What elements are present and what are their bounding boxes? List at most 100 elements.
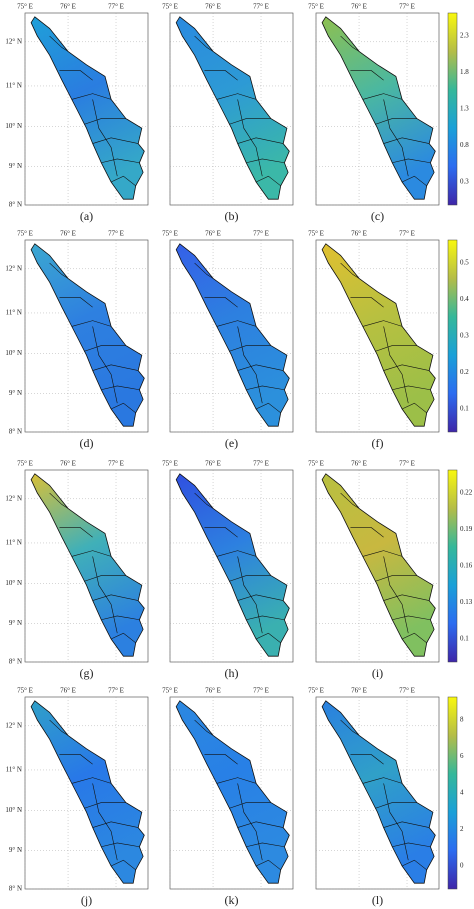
colorbar-tick-label: 0.16 [460,562,473,570]
district-boundary [362,550,403,557]
district-boundary [83,575,126,582]
district-boundary [92,99,118,177]
longitude-label: 76° E [205,3,221,11]
district-boundary [216,550,257,557]
latitude-label: 10° N [5,122,22,130]
longitude-label: 77° E [399,687,415,695]
district-boundary [340,719,360,736]
map-panel: 75° E 76° E 77° E 12° N 11° N 10° N 9° N 8° N (d… [5,230,149,450]
longitude-label: 76° E [351,460,367,468]
latitude-label: 12° N [5,37,22,45]
colorbar-tick-label: 0.1 [460,635,469,643]
district-boundary [59,70,93,81]
longitude-label: 76° E [205,687,221,695]
map-panel: 75° E 76° E 77° E 12° N 11° N 10° N 9° N 8° N (a… [5,3,149,223]
colorbar [447,12,458,206]
district-boundary [246,385,285,391]
district-boundary [92,556,118,634]
colorbar [447,239,458,433]
district-boundary [59,297,93,308]
district-boundary [216,320,257,327]
district-boundary [194,35,214,52]
map-panel: 75° E 76° E 77° E (k) [162,687,294,907]
district-boundary [49,35,69,52]
panel-label: (k) [225,893,239,907]
district-boundary [383,556,409,634]
latitude-label: 8° N [9,885,22,893]
district-boundary [350,754,384,765]
district-boundary [392,385,431,391]
district-boundary [49,719,69,736]
district-boundary [362,320,403,327]
district-boundary [401,402,427,414]
district-boundary [92,137,139,144]
colorbar-tick-label: 0.4 [460,295,469,303]
map-panel: 75° E 76° E 77° E (i) [308,460,440,680]
district-boundary [374,575,417,582]
district-boundary [383,99,409,177]
district-boundary [255,175,281,187]
map-panel: 75° E 76° E 77° E (l) [308,687,440,907]
longitude-label: 76° E [205,460,221,468]
colorbar-tick-label: 0.19 [460,525,473,533]
district-boundary [392,615,431,621]
district-boundary [71,777,112,784]
panel-label: (j) [81,893,92,907]
panel-label: (d) [80,436,94,450]
panel-label: (b) [225,209,239,223]
district-boundary [194,719,214,736]
district-boundary [92,326,118,404]
longitude-label: 75° E [17,230,33,238]
longitude-label: 76° E [60,3,76,11]
colorbar-tick-label: 0 [460,862,464,870]
latitude-label: 9° N [9,619,22,627]
district-boundary [110,859,136,871]
longitude-label: 75° E [162,3,178,11]
district-boundary [392,842,431,848]
district-boundary [101,385,140,391]
longitude-label: 75° E [308,230,324,238]
district-boundary [350,527,384,538]
map-panel: 75° E 76° E 77° E 12° N 11° N 10° N 9° N 8° N (g… [5,460,149,680]
colorbar-tick-label: 0.3 [460,332,469,340]
district-boundary [92,364,139,371]
district-boundary [228,118,271,125]
latitude-label: 11° N [6,309,22,317]
colorbar-tick-label: 1.8 [460,68,469,76]
district-boundary [49,262,69,279]
longitude-label: 76° E [351,687,367,695]
colorbar-tick-label: 6 [460,752,464,760]
latitude-label: 9° N [9,389,22,397]
longitude-label: 77° E [399,230,415,238]
longitude-label: 77° E [253,460,269,468]
district-boundary [246,615,285,621]
latitude-label: 10° N [5,579,22,587]
district-boundary [237,821,284,828]
map-panel: 75° E 76° E 77° E (h) [162,460,294,680]
district-boundary [255,402,281,414]
district-boundary [83,802,126,809]
district-boundary [401,175,427,187]
latitude-label: 12° N [5,721,22,729]
longitude-label: 75° E [17,460,33,468]
district-boundary [92,783,118,861]
longitude-label: 75° E [308,687,324,695]
longitude-label: 76° E [60,687,76,695]
longitude-label: 77° E [399,3,415,11]
panel-label: (f) [372,436,384,450]
district-boundary [237,364,284,371]
longitude-label: 76° E [205,230,221,238]
district-boundary [237,326,263,404]
colorbar [447,469,458,663]
district-boundary [350,70,384,81]
district-boundary [246,158,285,164]
district-boundary [216,777,257,784]
district-boundary [392,158,431,164]
district-boundary [383,364,430,371]
district-boundary [92,594,139,601]
district-boundary [71,93,112,100]
longitude-label: 76° E [351,3,367,11]
district-boundary [374,345,417,352]
district-boundary [228,345,271,352]
colorbar-tick-label: 0.8 [460,141,469,149]
